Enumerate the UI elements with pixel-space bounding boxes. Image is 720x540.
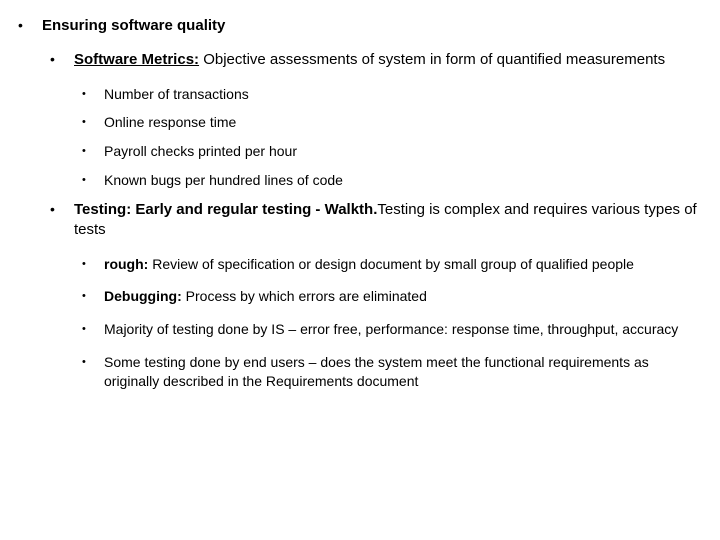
l1-title: Ensuring software quality [42, 16, 702, 36]
bullet-icon: • [82, 142, 104, 158]
l1-item: • Ensuring software quality [18, 16, 702, 36]
bullet-icon: • [82, 113, 104, 129]
bullet-icon: • [82, 255, 104, 271]
bullet-icon: • [50, 200, 74, 218]
bullet-icon: • [82, 85, 104, 101]
l3-text: rough: Review of specification or design… [104, 255, 702, 274]
debug-bold: Debugging: [104, 288, 182, 304]
bullet-icon: • [82, 320, 104, 336]
l3-text: Payroll checks printed per hour [104, 142, 702, 161]
metrics-body: Objective assessments of system in form … [199, 51, 665, 68]
l3-item: • Majority of testing done by IS – error… [82, 320, 702, 339]
l3-item: • Payroll checks printed per hour [82, 142, 702, 161]
bullet-icon: • [82, 171, 104, 187]
l3-text: Some testing done by end users – does th… [104, 353, 702, 391]
testing-heading: Testing: Early and regular testing - Wal… [74, 201, 377, 218]
l3-text: Number of transactions [104, 85, 702, 104]
l2-text: Software Metrics: Objective assessments … [74, 50, 702, 70]
l3-text: Known bugs per hundred lines of code [104, 171, 702, 190]
l2-item-testing: • Testing: Early and regular testing - W… [50, 200, 702, 241]
rough-bold: rough: [104, 256, 148, 272]
debug-body: Process by which errors are eliminated [182, 288, 427, 304]
l3-item: • rough: Review of specification or desi… [82, 255, 702, 274]
l3-item: • Some testing done by end users – does … [82, 353, 702, 391]
l3-text: Debugging: Process by which errors are e… [104, 287, 702, 306]
l3-item: • Known bugs per hundred lines of code [82, 171, 702, 190]
bullet-icon: • [82, 287, 104, 303]
bullet-icon: • [50, 50, 74, 68]
l2-text: Testing: Early and regular testing - Wal… [74, 200, 702, 241]
l3-item: • Debugging: Process by which errors are… [82, 287, 702, 306]
rough-body: Review of specification or design docume… [148, 256, 634, 272]
bullet-icon: • [82, 353, 104, 369]
l2-item-metrics: • Software Metrics: Objective assessment… [50, 50, 702, 70]
l3-text: Majority of testing done by IS – error f… [104, 320, 702, 339]
metrics-heading: Software Metrics: [74, 51, 199, 68]
bullet-icon: • [18, 16, 42, 34]
l3-item: • Online response time [82, 113, 702, 132]
l3-text: Online response time [104, 113, 702, 132]
l3-item: • Number of transactions [82, 85, 702, 104]
